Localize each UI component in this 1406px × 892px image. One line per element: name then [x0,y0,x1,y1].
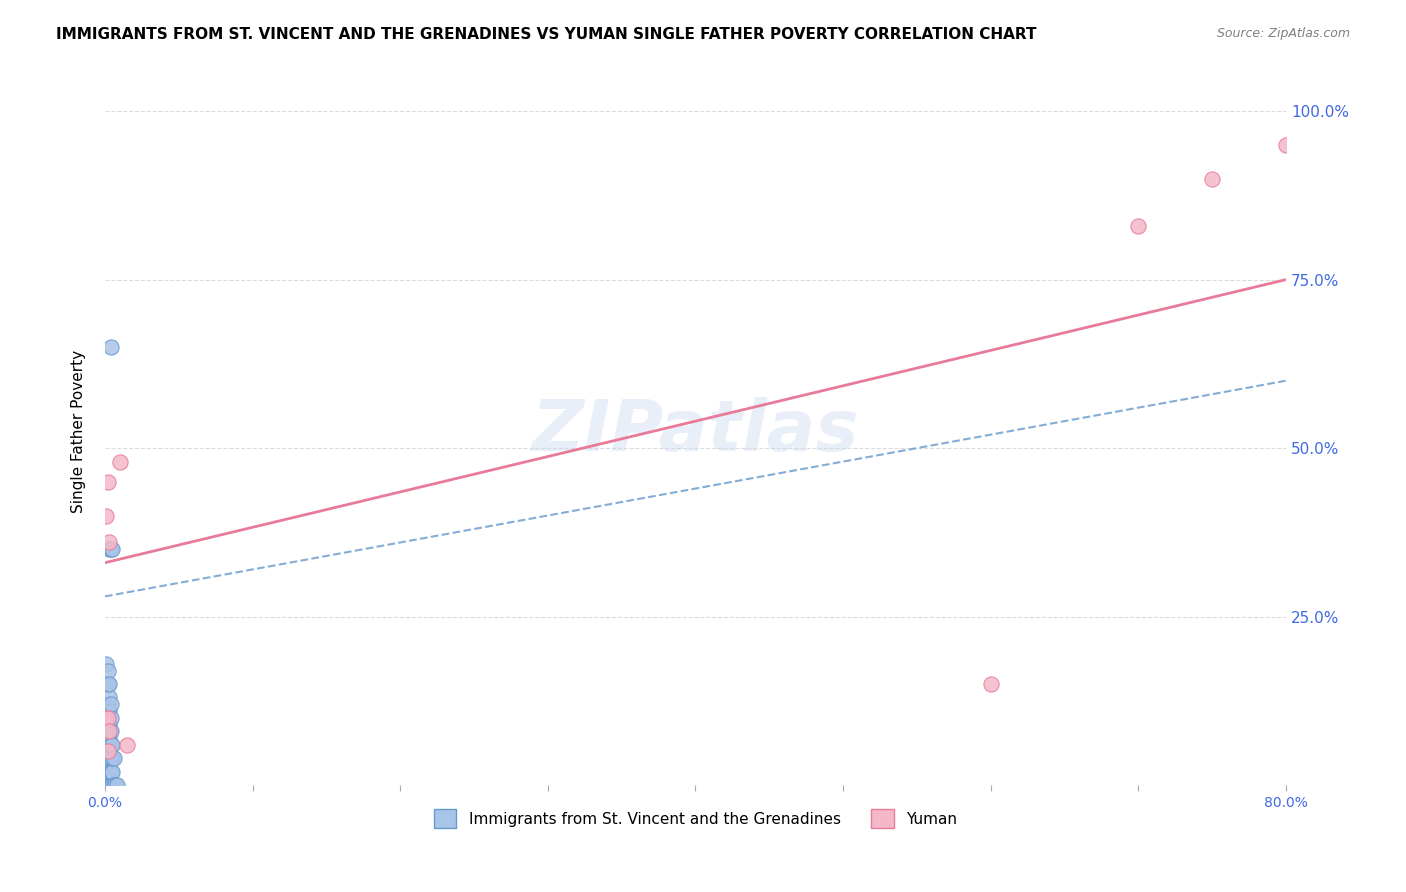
Point [96,724,118,739]
Point [98,751,121,765]
Point [96,757,118,772]
Point [97,744,120,758]
Point [98,542,121,557]
Point [96,711,118,725]
Point [100,764,122,779]
Point [96,657,118,671]
Point [98,717,121,731]
Point [98,690,121,705]
Point [101,738,124,752]
Point [101,751,124,765]
Point [101,778,124,792]
Point [100,697,122,711]
Text: Source: ZipAtlas.com: Source: ZipAtlas.com [1216,27,1350,40]
Point [97,764,120,779]
Point [98,738,121,752]
Point [98,704,121,718]
Point [100,751,122,765]
Point [115,738,138,752]
Point [96,677,118,691]
Point [97,738,120,752]
Point [101,764,124,779]
Point [100,542,122,557]
Point [105,778,128,792]
Point [97,711,120,725]
Point [97,751,120,765]
Point [1201,171,1223,186]
Point [108,454,131,468]
Point [96,697,118,711]
Point [101,542,124,557]
Text: ZIPatlas: ZIPatlas [531,397,859,466]
Point [1275,137,1298,152]
Point [96,508,118,523]
Point [100,340,122,354]
Point [100,711,122,725]
Point [98,778,121,792]
Point [98,535,121,549]
Point [96,744,118,758]
Point [980,677,1002,691]
Point [98,677,121,691]
Point [103,778,125,792]
Legend: Immigrants from St. Vincent and the Grenadines, Yuman: Immigrants from St. Vincent and the Gren… [427,803,963,834]
Point [97,697,120,711]
Point [100,724,122,739]
Point [97,724,120,739]
Point [98,764,121,779]
Point [104,778,127,792]
Point [103,751,125,765]
Point [97,711,120,725]
Point [98,731,121,745]
Point [96,711,118,725]
Text: IMMIGRANTS FROM ST. VINCENT AND THE GRENADINES VS YUMAN SINGLE FATHER POVERTY CO: IMMIGRANTS FROM ST. VINCENT AND THE GREN… [56,27,1036,42]
Point [97,677,120,691]
Point [97,475,120,489]
Point [97,664,120,678]
Point [98,724,121,739]
Point [96,778,118,792]
Point [97,778,120,792]
Point [100,738,122,752]
Y-axis label: Single Father Poverty: Single Father Poverty [72,350,86,513]
Point [100,778,122,792]
Point [1128,219,1150,233]
